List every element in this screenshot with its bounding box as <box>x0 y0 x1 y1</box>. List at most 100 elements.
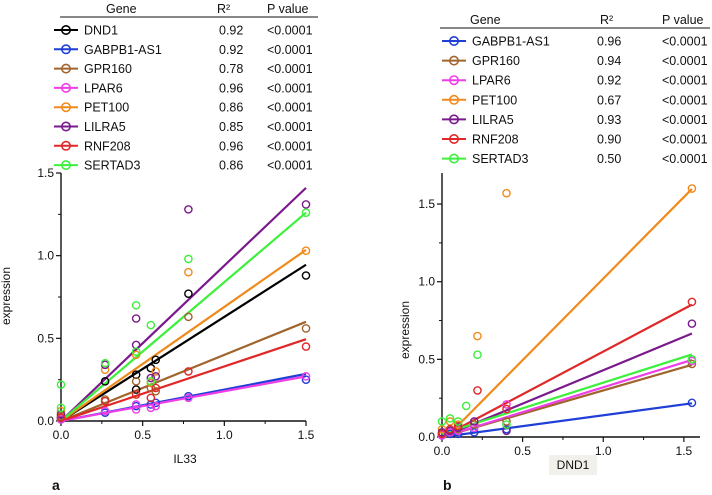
legend-gene: RNF208 <box>472 133 519 147</box>
plot-b-ylabel: expression <box>398 301 412 359</box>
legend-pvalue: <0.0001 <box>267 159 313 173</box>
data-point-lpar6 <box>146 403 156 413</box>
data-point-pet100 <box>502 188 511 198</box>
legend-gene: RNF208 <box>84 139 131 153</box>
plot-b-xlabel-box <box>549 455 597 475</box>
data-point-pet100 <box>151 367 161 376</box>
legend-pvalue: <0.0001 <box>267 24 313 38</box>
data-point-pet100 <box>184 267 193 277</box>
plot-b-xlabel: DND1 <box>557 458 590 472</box>
legend-a-header-r2: R² <box>217 2 230 16</box>
legend-gene: GABPB1-AS1 <box>84 43 162 57</box>
data-point-sertad3 <box>445 414 455 423</box>
legend-r2: 0.92 <box>597 74 621 88</box>
data-point-gabpb1-as1 <box>151 398 161 408</box>
y-tick-label: 1.5 <box>37 166 54 180</box>
legend-r2: 0.96 <box>219 139 243 153</box>
fit-line-lilra5 <box>61 187 307 421</box>
data-point-rnf208 <box>502 404 511 414</box>
legend-swatch-marker <box>60 121 71 132</box>
fit-line-gabpb1-as1 <box>442 402 693 437</box>
data-point-sertad3 <box>461 401 471 411</box>
data-point-lilra5 <box>301 200 311 209</box>
legend-swatch-marker <box>60 44 71 55</box>
data-point-lilra5 <box>687 319 697 328</box>
legend-swatch-marker <box>448 35 459 46</box>
legend-r2: 0.86 <box>219 101 243 115</box>
data-point-lpar6 <box>184 393 193 403</box>
data-point-sertad3 <box>100 358 110 368</box>
x-tick-label: 1.5 <box>676 444 693 458</box>
fit-line-pet100 <box>61 248 307 421</box>
legend-gene: GPR160 <box>472 54 520 68</box>
legend-pvalue: <0.0001 <box>267 62 313 76</box>
data-point-rnf208 <box>473 386 482 395</box>
legend-gene: LILRA5 <box>84 120 126 134</box>
legend-pvalue: <0.0001 <box>662 35 708 49</box>
legend-swatch-marker <box>448 75 459 86</box>
data-point-dnd1 <box>151 355 161 365</box>
fit-line-lpar6 <box>442 358 693 437</box>
legend-pvalue: <0.0001 <box>662 74 708 88</box>
data-point-lpar6 <box>469 423 479 432</box>
data-point-rnf208 <box>131 390 141 399</box>
legend-pvalue: <0.0001 <box>662 54 708 68</box>
legend-pvalue: <0.0001 <box>267 81 313 95</box>
data-point-sertad3 <box>184 254 193 264</box>
legend-r2: 0.93 <box>597 113 621 127</box>
data-point-sertad3 <box>502 420 511 429</box>
legend-b-header-pvalue: P value <box>662 13 704 27</box>
legend-gene: GPR160 <box>84 62 132 76</box>
legend-gene: LILRA5 <box>472 113 514 127</box>
y-tick-label: 0.5 <box>418 352 435 366</box>
data-point-lilra5 <box>151 372 161 381</box>
legend-pvalue: <0.0001 <box>662 113 708 127</box>
plot-b: 0.0 0.5 1.0 1.5 0.0 0.5 1.0 1.5 <box>418 173 700 458</box>
data-point-lpar6 <box>151 401 161 411</box>
legend-r2: 0.96 <box>597 35 621 49</box>
panel-label-b: b <box>443 477 452 493</box>
legend-pvalue: <0.0001 <box>267 139 313 153</box>
y-tick-label: 1.0 <box>418 275 435 289</box>
data-point-lpar6 <box>131 400 141 409</box>
legend-pvalue: <0.0001 <box>267 120 313 134</box>
data-point-rnf208 <box>56 413 66 422</box>
legend-a-rows: DND1 0.92 <0.0001 GABPB1-AS1 0.92 <0.0001 GPR1… <box>54 24 313 173</box>
legend-gene: PET100 <box>84 101 129 115</box>
data-point-lilra5 <box>469 417 479 426</box>
x-tick-label: 0.5 <box>134 428 151 442</box>
legend-swatch-marker <box>448 114 459 125</box>
legend-swatch-marker <box>60 24 71 35</box>
data-point-sertad3 <box>56 380 66 389</box>
plot-a-xlabel: IL33 <box>173 452 197 466</box>
data-point-sertad3 <box>473 350 482 359</box>
data-point-dnd1 <box>301 271 311 280</box>
x-tick-label: 1.0 <box>216 428 233 442</box>
data-point-gpr160 <box>301 324 311 333</box>
data-point-rnf208 <box>453 421 463 431</box>
data-point-sertad3 <box>301 208 311 217</box>
data-point-rnf208 <box>445 424 455 434</box>
data-point-sertad3 <box>131 300 141 310</box>
legend-swatch-marker <box>60 160 71 171</box>
legend-gene: LPAR6 <box>84 81 123 95</box>
legend-pvalue: <0.0001 <box>662 93 708 107</box>
legend-pvalue: <0.0001 <box>267 43 313 57</box>
legend-gene: PET100 <box>472 93 517 107</box>
data-point-pet100 <box>687 184 697 193</box>
data-point-lilra5 <box>131 314 141 323</box>
data-point-lilra5 <box>184 205 193 214</box>
data-point-gabpb1-as1 <box>687 398 697 408</box>
y-tick-label: 0.0 <box>418 430 435 444</box>
data-point-rnf208 <box>146 393 156 403</box>
legend-r2: 0.85 <box>219 120 243 134</box>
legend-pvalue: <0.0001 <box>662 133 708 147</box>
data-point-sertad3 <box>437 417 447 426</box>
data-point-lpar6 <box>100 406 110 416</box>
legend-gene: GABPB1-AS1 <box>472 35 550 49</box>
x-tick-label: 1.0 <box>595 444 612 458</box>
legend-pvalue: <0.0001 <box>662 152 708 166</box>
data-point-pet100 <box>301 246 311 256</box>
data-point-gpr160 <box>469 420 479 429</box>
